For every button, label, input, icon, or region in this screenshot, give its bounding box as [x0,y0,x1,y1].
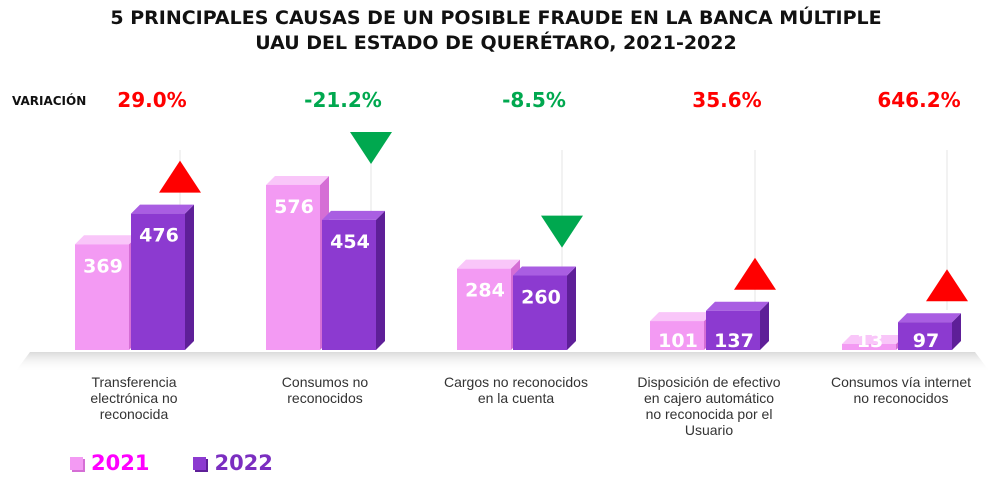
legend: 2021 2022 [70,450,317,476]
variation-value-5: 646.2% [877,88,960,112]
chart-title-line-2: UAU DEL ESTADO DE QUERÉTARO, 2021-2022 [255,32,737,54]
bar-front [898,322,952,350]
value-label-2022-2: 454 [330,231,370,253]
bar-side [567,266,576,350]
value-label-2021-3: 284 [465,280,505,302]
legend-swatch-2021 [70,456,83,470]
bars: 369 476 576 454 284 260 101 137 13 97 [75,175,961,352]
variation-markers: 29.0% -21.2% -8.5% 35.6% 646.2% [117,88,968,302]
variation-label: VARIACIÓN [12,93,86,108]
legend-item-2021: 2021 [70,451,149,475]
bar-2022-4 [706,301,769,350]
bar-front [322,219,376,350]
value-label-2022-4: 137 [714,330,754,352]
value-label-2021-1: 369 [83,255,123,277]
variation-marker-1 [159,160,201,193]
value-label-2021-5: 13 [857,330,883,352]
value-label-2022-3: 260 [521,287,561,309]
bar-2021-1 [75,235,138,350]
bar-front [75,244,129,350]
legend-label-2021: 2021 [91,451,150,475]
bar-top [322,210,385,220]
variation-value-4: 35.6% [692,88,761,112]
bar-side [952,313,961,350]
bar-front [513,275,567,350]
legend-item-2022: 2022 [193,451,273,475]
bar-side [185,204,194,350]
bar-top [898,313,961,323]
variation-value-3: -8.5% [502,88,566,112]
value-label-2021-2: 576 [274,196,314,218]
variation-marker-2 [350,131,392,164]
bar-side [760,301,769,350]
bar-2021-4 [650,312,713,350]
legend-label-2022: 2022 [214,451,273,475]
value-label-2021-4: 101 [658,330,698,352]
bar-front [457,268,511,350]
bar-front [266,184,320,350]
category-label-2: Consumos no reconocidos [282,374,369,406]
bar-front [131,213,185,350]
chart-floor [15,352,990,372]
category-label-5: Consumos vía internet no reconocidos [831,374,971,406]
bar-top [513,266,576,276]
bar-front [706,310,760,350]
bar-2022-1 [131,204,194,350]
bar-top [266,175,329,185]
variation-marker-3 [541,215,583,248]
legend-swatch-2022 [193,456,207,470]
variation-value-2: -21.2% [304,88,382,112]
bar-2021-3 [457,259,520,350]
bar-2022-5 [898,313,961,350]
category-label-4: Disposición de efectivo en cajero automát… [637,374,780,438]
bar-front [842,344,896,350]
bar-top [650,312,713,322]
bar-2022-3 [513,266,576,350]
category-label-1: Transferencia electrónica no reconocida [90,374,177,422]
bar-top [706,301,769,311]
bar-side [376,210,385,350]
value-label-2022-1: 476 [139,225,179,247]
chart-title: 5 PRINCIPALES CAUSAS DE UN POSIBLE FRAUD… [0,6,992,56]
variation-marker-4 [734,257,776,290]
category-label-3: Cargos no reconocidos en la cuenta [444,374,588,406]
bar-chart: VARIACIÓN 369 476 576 454 284 260 101 137 13 97 2… [12,88,990,438]
bar-top [75,235,138,245]
bar-top [842,335,905,344]
bar-2022-2 [322,210,385,350]
category-labels: Transferencia electrónica no reconocida Con… [90,374,971,438]
value-label-2022-5: 97 [913,330,939,352]
bar-front [650,321,704,350]
floor-shadow [15,352,990,372]
variation-value-1: 29.0% [117,88,186,112]
chart-title-line-1: 5 PRINCIPALES CAUSAS DE UN POSIBLE FRAUD… [110,7,882,29]
bar-top [457,259,520,269]
variation-marker-5 [926,269,968,302]
bar-top [131,204,194,214]
